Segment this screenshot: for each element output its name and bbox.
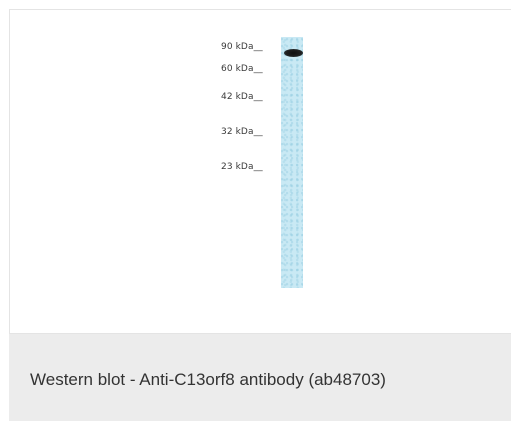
protein-band <box>284 49 303 57</box>
sample-lane <box>281 37 303 288</box>
marker-label-60kda: 60 kDa__ <box>221 64 263 74</box>
marker-label-90kda: 90 kDa__ <box>221 42 263 52</box>
marker-label-32kda: 32 kDa__ <box>221 127 263 137</box>
western-blot-image: 90 kDa__ 60 kDa__ 42 kDa__ 32 kDa__ 23 k… <box>9 9 511 334</box>
blot-panel: 90 kDa__ 60 kDa__ 42 kDa__ 32 kDa__ 23 k… <box>10 10 511 333</box>
caption-bar: Western blot - Anti-C13orf8 antibody (ab… <box>9 334 511 421</box>
figure-caption: Western blot - Anti-C13orf8 antibody (ab… <box>30 370 386 389</box>
marker-label-42kda: 42 kDa__ <box>221 92 263 102</box>
marker-label-23kda: 23 kDa__ <box>221 162 263 172</box>
